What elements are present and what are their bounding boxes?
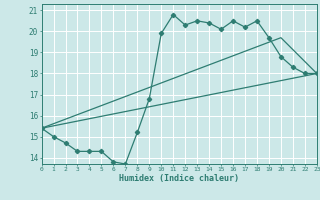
X-axis label: Humidex (Indice chaleur): Humidex (Indice chaleur) <box>119 174 239 183</box>
